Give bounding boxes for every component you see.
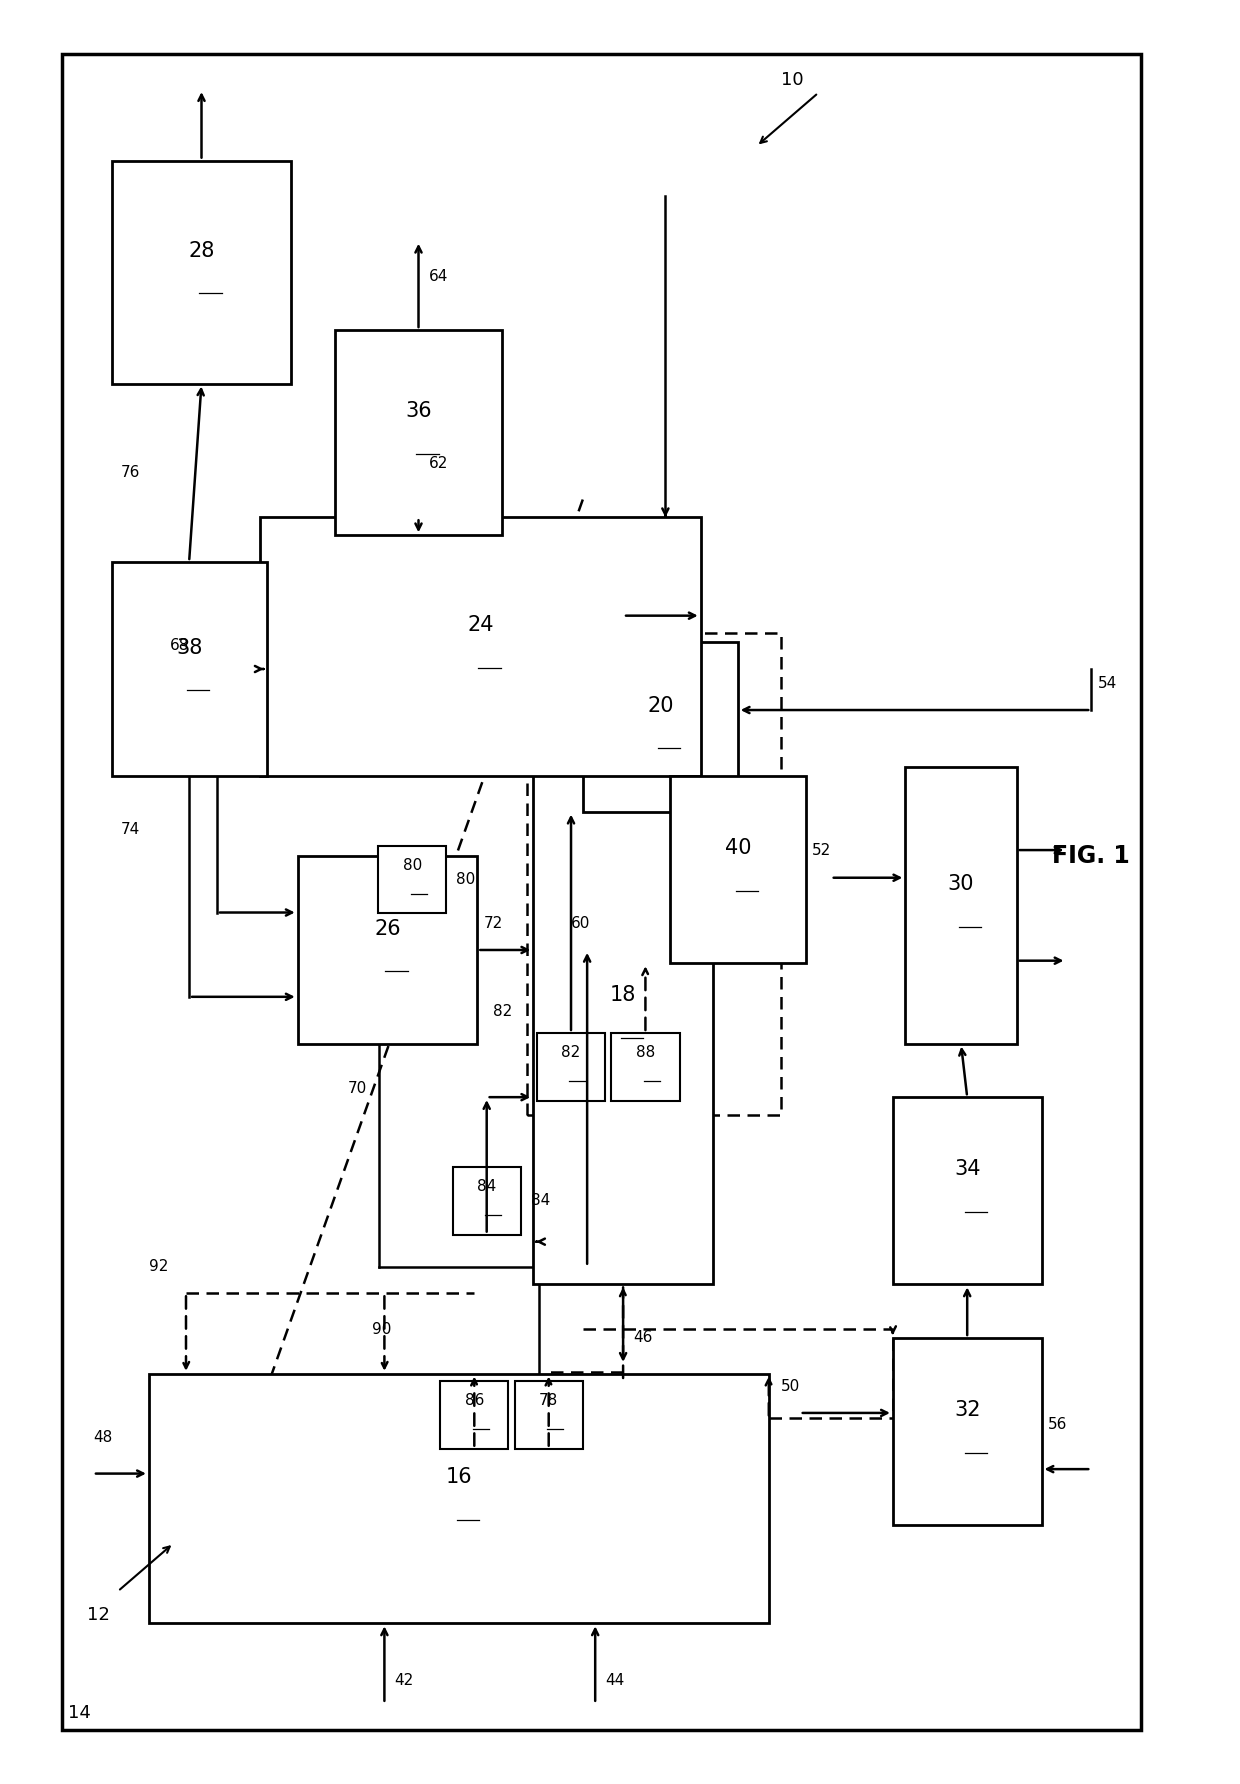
Bar — [611, 1033, 680, 1101]
Text: 38: 38 — [176, 637, 202, 658]
Text: 46: 46 — [632, 1331, 652, 1345]
Text: 14: 14 — [68, 1704, 91, 1722]
Text: 28: 28 — [188, 241, 215, 260]
Bar — [62, 54, 1141, 1730]
Text: 20: 20 — [647, 696, 673, 715]
Text: 32: 32 — [954, 1400, 981, 1420]
Text: 90: 90 — [372, 1322, 392, 1336]
Text: 36: 36 — [405, 401, 432, 421]
Text: 18: 18 — [610, 985, 636, 1006]
Bar — [112, 562, 267, 776]
Bar — [112, 161, 291, 384]
Bar — [670, 776, 806, 963]
Text: 78: 78 — [539, 1393, 558, 1408]
Text: FIG. 1: FIG. 1 — [1053, 844, 1130, 869]
Text: 12: 12 — [87, 1606, 109, 1623]
Text: 42: 42 — [394, 1673, 414, 1688]
Text: 16: 16 — [445, 1466, 472, 1488]
Text: 76: 76 — [122, 466, 140, 480]
Text: 92: 92 — [149, 1260, 169, 1274]
Text: 72: 72 — [484, 915, 503, 931]
Text: 74: 74 — [122, 822, 140, 837]
Text: 64: 64 — [429, 269, 448, 284]
Text: 60: 60 — [570, 915, 590, 931]
Bar — [335, 330, 502, 535]
Bar — [440, 1381, 508, 1449]
Text: 40: 40 — [724, 838, 751, 858]
Text: 82: 82 — [562, 1045, 580, 1060]
Bar — [893, 1338, 1042, 1525]
Text: 88: 88 — [636, 1045, 655, 1060]
Bar — [527, 633, 781, 1115]
Bar — [893, 1097, 1042, 1284]
Text: 30: 30 — [947, 874, 975, 894]
Text: 48: 48 — [93, 1431, 113, 1445]
Bar — [260, 517, 701, 776]
Text: 84: 84 — [531, 1193, 551, 1208]
Text: 44: 44 — [605, 1673, 625, 1688]
Text: 50: 50 — [781, 1379, 801, 1393]
Text: 54: 54 — [1097, 676, 1117, 690]
Bar — [298, 856, 477, 1044]
Bar — [149, 1374, 769, 1623]
Text: 68: 68 — [170, 639, 190, 653]
Text: 52: 52 — [812, 844, 832, 858]
Bar — [533, 749, 713, 1284]
Bar — [583, 642, 738, 812]
Text: 80: 80 — [456, 872, 476, 887]
Text: 10: 10 — [781, 71, 804, 89]
Bar — [905, 767, 1017, 1044]
Bar — [453, 1167, 521, 1235]
Text: 26: 26 — [374, 919, 401, 938]
Text: 62: 62 — [429, 457, 448, 471]
Bar — [378, 846, 446, 913]
Text: 34: 34 — [954, 1160, 981, 1179]
Text: 86: 86 — [465, 1393, 484, 1408]
Text: 82: 82 — [492, 1004, 512, 1019]
Text: 84: 84 — [477, 1179, 496, 1193]
Text: 80: 80 — [403, 858, 422, 872]
Bar — [515, 1381, 583, 1449]
Bar — [537, 1033, 605, 1101]
Text: 24: 24 — [467, 615, 494, 635]
Text: 56: 56 — [1048, 1416, 1068, 1433]
Text: 70: 70 — [347, 1081, 367, 1095]
